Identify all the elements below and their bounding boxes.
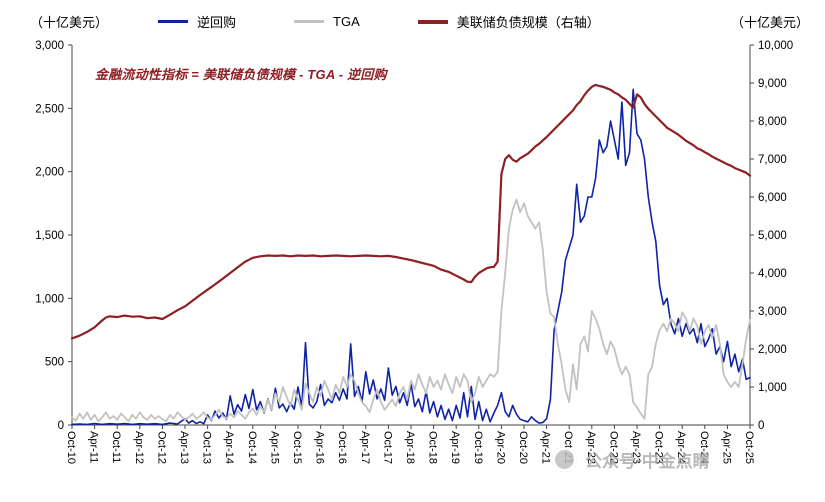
legend-label: 美联储负债规模（右轴）: [456, 15, 600, 30]
svg-text:Apr-11: Apr-11: [88, 431, 100, 463]
svg-text:2,000: 2,000: [35, 167, 64, 179]
svg-text:Oct-10: Oct-10: [65, 431, 77, 464]
legend-item-reverse-repo: 逆回购: [158, 12, 236, 31]
legend-item-tga: TGA: [294, 14, 360, 29]
svg-text:2,500: 2,500: [35, 103, 64, 115]
svg-text:Oct-12: Oct-12: [155, 431, 167, 464]
svg-text:4,000: 4,000: [758, 268, 787, 280]
svg-text:3,000: 3,000: [758, 306, 787, 318]
chart-header: （十亿美元） 逆回购 TGA 美联储负债规模（右轴） （十亿美元）: [0, 12, 825, 32]
watermark: 公众号·中金点睛: [552, 447, 710, 472]
legend-item-fed-liabilities: 美联储负债规模（右轴）: [417, 12, 600, 31]
legend: 逆回购 TGA 美联储负债规模（右轴）: [158, 12, 600, 31]
svg-text:Oct-25: Oct-25: [743, 431, 755, 464]
svg-text:Apr-24: Apr-24: [675, 431, 687, 464]
svg-text:8,000: 8,000: [758, 116, 787, 128]
svg-text:Apr-18: Apr-18: [404, 431, 416, 464]
svg-text:2,000: 2,000: [758, 344, 787, 356]
svg-text:Apr-25: Apr-25: [720, 431, 732, 464]
svg-text:Oct-14: Oct-14: [246, 431, 258, 464]
svg-text:Apr-20: Apr-20: [494, 431, 506, 464]
svg-text:Apr-12: Apr-12: [133, 431, 145, 464]
legend-line-swatch-gray: [294, 20, 325, 23]
svg-text:3,000: 3,000: [35, 40, 64, 52]
legend-line-swatch-red: [417, 19, 448, 24]
left-axis-unit-label: （十亿美元）: [30, 15, 109, 30]
watermark-text: 公众号·中金点睛: [585, 452, 710, 471]
svg-text:Oct-11: Oct-11: [110, 431, 122, 463]
svg-text:Apr-22: Apr-22: [585, 431, 597, 464]
svg-text:1,000: 1,000: [758, 382, 787, 394]
right-axis-unit-label: （十亿美元）: [730, 15, 809, 30]
svg-text:Oct-24: Oct-24: [698, 431, 710, 464]
watermark-logo-icon: [552, 447, 577, 472]
svg-text:Oct-15: Oct-15: [291, 431, 303, 464]
legend-line-swatch-blue: [158, 20, 188, 23]
svg-text:9,000: 9,000: [758, 78, 787, 90]
svg-text:Oct-22: Oct-22: [607, 431, 619, 464]
svg-text:Apr-17: Apr-17: [359, 431, 371, 464]
svg-text:Oct-13: Oct-13: [201, 431, 213, 464]
svg-text:Oct-18: Oct-18: [427, 431, 439, 464]
svg-text:Oct-16: Oct-16: [336, 431, 348, 464]
svg-text:Apr-19: Apr-19: [449, 431, 461, 464]
legend-label: 逆回购: [197, 15, 237, 30]
svg-text:7,000: 7,000: [758, 154, 787, 166]
svg-text:500: 500: [45, 357, 64, 369]
svg-text:Apr-15: Apr-15: [268, 431, 280, 464]
svg-text:5,000: 5,000: [758, 230, 787, 242]
svg-text:Apr-16: Apr-16: [314, 431, 326, 464]
legend-label: TGA: [333, 14, 360, 29]
svg-text:10,000: 10,000: [758, 40, 793, 52]
svg-text:1,500: 1,500: [35, 230, 64, 242]
svg-text:0: 0: [758, 420, 764, 432]
svg-text:6,000: 6,000: [758, 192, 787, 204]
svg-text:Apr-21: Apr-21: [540, 431, 552, 464]
svg-text:1,000: 1,000: [35, 293, 64, 305]
svg-text:Oct-23: Oct-23: [653, 431, 665, 464]
svg-text:Oct-20: Oct-20: [517, 431, 529, 464]
svg-text:Apr-23: Apr-23: [630, 431, 642, 464]
svg-text:Oct-19: Oct-19: [472, 431, 484, 464]
formula-annotation: 金融流动性指标 = 美联储负债规模 - TGA - 逆回购: [95, 67, 387, 82]
svg-text:0: 0: [58, 420, 64, 432]
svg-text:Apr-14: Apr-14: [223, 431, 235, 464]
svg-text:Apr-13: Apr-13: [178, 431, 190, 464]
svg-text:Oct-17: Oct-17: [381, 431, 393, 464]
